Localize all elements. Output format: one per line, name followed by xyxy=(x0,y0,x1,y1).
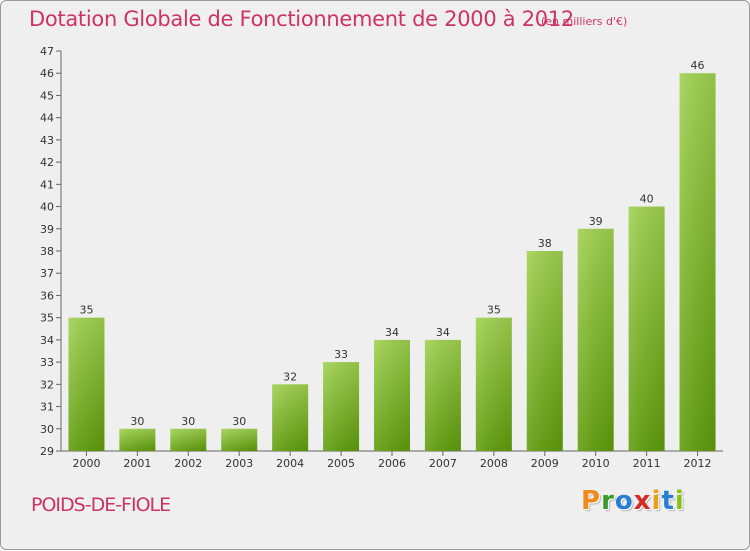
y-tick-label: 36 xyxy=(40,289,54,302)
bar-value-label: 46 xyxy=(691,59,705,72)
x-tick-label: 2007 xyxy=(429,457,457,470)
bar-shade-2010 xyxy=(577,228,614,451)
y-tick-label: 43 xyxy=(40,134,54,147)
y-tick-label: 47 xyxy=(40,45,54,58)
y-tick-label: 38 xyxy=(40,245,54,258)
x-tick-label: 2011 xyxy=(633,457,661,470)
bar-value-label: 38 xyxy=(538,237,552,250)
bar-shade-2005 xyxy=(323,362,360,451)
x-tick-label: 2004 xyxy=(276,457,304,470)
bar-value-label: 32 xyxy=(283,370,297,383)
bar-value-label: 34 xyxy=(385,326,399,339)
bar-value-label: 35 xyxy=(79,304,93,317)
y-tick-label: 29 xyxy=(40,445,54,458)
logo-letter: P xyxy=(581,486,602,516)
logo-letter: r xyxy=(601,486,615,516)
x-tick-label: 2012 xyxy=(684,457,712,470)
y-tick-label: 44 xyxy=(40,112,54,125)
bar-value-label: 30 xyxy=(232,415,246,428)
y-tick-label: 34 xyxy=(40,334,54,347)
logo-letter: i xyxy=(674,486,685,516)
bar-value-label: 33 xyxy=(334,348,348,361)
x-tick-label: 2001 xyxy=(123,457,151,470)
bar-value-label: 30 xyxy=(181,415,195,428)
proxiti-logo: Proxiti xyxy=(581,486,685,516)
x-tick-label: 2006 xyxy=(378,457,406,470)
bar-shade-2008 xyxy=(475,317,512,451)
x-tick-label: 2005 xyxy=(327,457,355,470)
bar-shade-2000 xyxy=(68,317,105,451)
chart-unit: (en milliers d'€) xyxy=(541,15,628,28)
x-tick-label: 2009 xyxy=(531,457,559,470)
y-tick-label: 46 xyxy=(40,67,54,80)
y-tick-label: 31 xyxy=(40,401,54,414)
bar-value-label: 34 xyxy=(436,326,450,339)
bar-shade-2007 xyxy=(424,339,461,451)
y-tick-label: 41 xyxy=(40,178,54,191)
x-tick-label: 2008 xyxy=(480,457,508,470)
y-tick-label: 32 xyxy=(40,378,54,391)
logo-letter: i xyxy=(651,486,662,516)
bar-shade-2003 xyxy=(221,428,258,451)
bar-value-label: 39 xyxy=(589,215,603,228)
bar-shade-2001 xyxy=(119,428,156,451)
bar-shade-2006 xyxy=(374,339,410,451)
bar-value-label: 40 xyxy=(640,193,654,206)
y-tick-label: 30 xyxy=(40,423,54,436)
logo-letter: o xyxy=(614,486,634,516)
y-tick-label: 42 xyxy=(40,156,54,169)
bar-shade-2004 xyxy=(272,384,309,451)
commune-name: POIDS-DE-FIOLE xyxy=(31,494,171,516)
y-tick-label: 40 xyxy=(40,201,54,214)
y-tick-label: 35 xyxy=(40,312,54,325)
y-tick-label: 37 xyxy=(40,267,54,280)
x-tick-label: 2002 xyxy=(174,457,202,470)
logo-letter: x xyxy=(633,486,652,516)
bar-shade-2011 xyxy=(628,206,665,451)
logo-letter: t xyxy=(661,486,675,516)
y-tick-label: 39 xyxy=(40,223,54,236)
bar-value-label: 30 xyxy=(130,415,144,428)
bar-shade-2009 xyxy=(526,251,563,451)
bar-value-label: 35 xyxy=(487,304,501,317)
y-tick-label: 45 xyxy=(40,89,54,102)
chart-title: Dotation Globale de Fonctionnement de 20… xyxy=(29,7,574,31)
x-tick-label: 2010 xyxy=(582,457,610,470)
bar-shade-2012 xyxy=(679,73,716,451)
x-tick-label: 2003 xyxy=(225,457,253,470)
bar-shade-2002 xyxy=(170,428,207,451)
x-tick-label: 2000 xyxy=(72,457,100,470)
y-tick-label: 33 xyxy=(40,356,54,369)
